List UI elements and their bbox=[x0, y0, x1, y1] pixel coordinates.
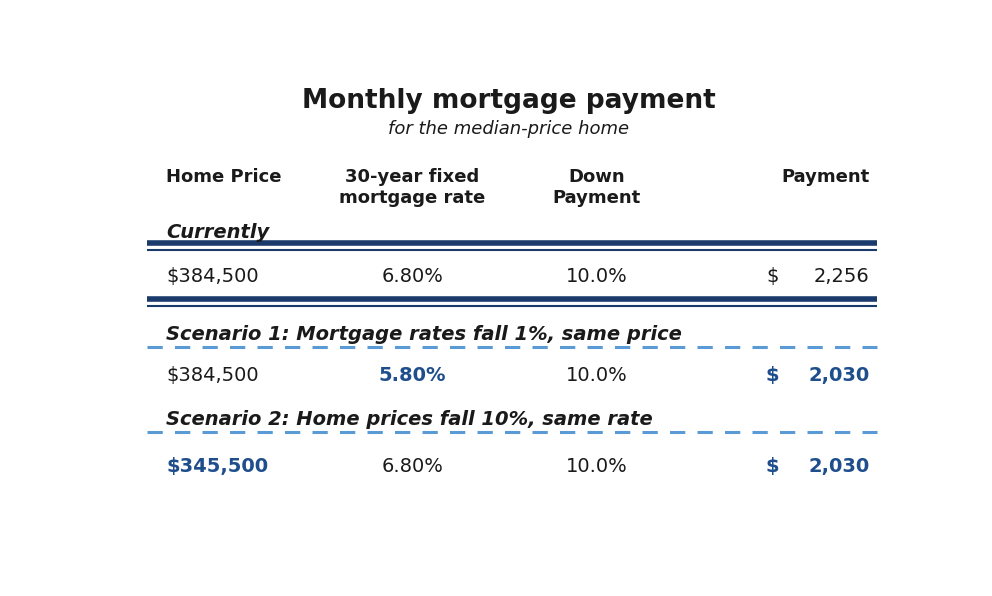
Text: Currently: Currently bbox=[167, 223, 270, 242]
Text: 6.80%: 6.80% bbox=[381, 267, 443, 286]
Text: Scenario 1: Mortgage rates fall 1%, same price: Scenario 1: Mortgage rates fall 1%, same… bbox=[167, 325, 682, 344]
Text: 30-year fixed
mortgage rate: 30-year fixed mortgage rate bbox=[339, 168, 485, 207]
Text: Down
Payment: Down Payment bbox=[553, 168, 641, 207]
Text: Scenario 2: Home prices fall 10%, same rate: Scenario 2: Home prices fall 10%, same r… bbox=[167, 410, 653, 429]
Text: $: $ bbox=[766, 267, 779, 286]
Text: 10.0%: 10.0% bbox=[566, 366, 628, 385]
Text: for the median-price home: for the median-price home bbox=[388, 120, 629, 138]
Text: Monthly mortgage payment: Monthly mortgage payment bbox=[302, 88, 715, 114]
Text: 10.0%: 10.0% bbox=[566, 457, 628, 476]
Text: 2,030: 2,030 bbox=[808, 457, 870, 476]
Text: $384,500: $384,500 bbox=[167, 366, 259, 385]
Text: 2,256: 2,256 bbox=[814, 267, 870, 286]
Text: 5.80%: 5.80% bbox=[379, 366, 446, 385]
Text: Home Price: Home Price bbox=[167, 168, 282, 186]
Text: Payment: Payment bbox=[782, 168, 870, 186]
Text: 10.0%: 10.0% bbox=[566, 267, 628, 286]
Text: $: $ bbox=[766, 457, 780, 476]
Text: $384,500: $384,500 bbox=[167, 267, 259, 286]
Text: 6.80%: 6.80% bbox=[381, 457, 443, 476]
Text: $345,500: $345,500 bbox=[167, 457, 269, 476]
Text: $: $ bbox=[766, 366, 780, 385]
Text: 2,030: 2,030 bbox=[808, 366, 870, 385]
